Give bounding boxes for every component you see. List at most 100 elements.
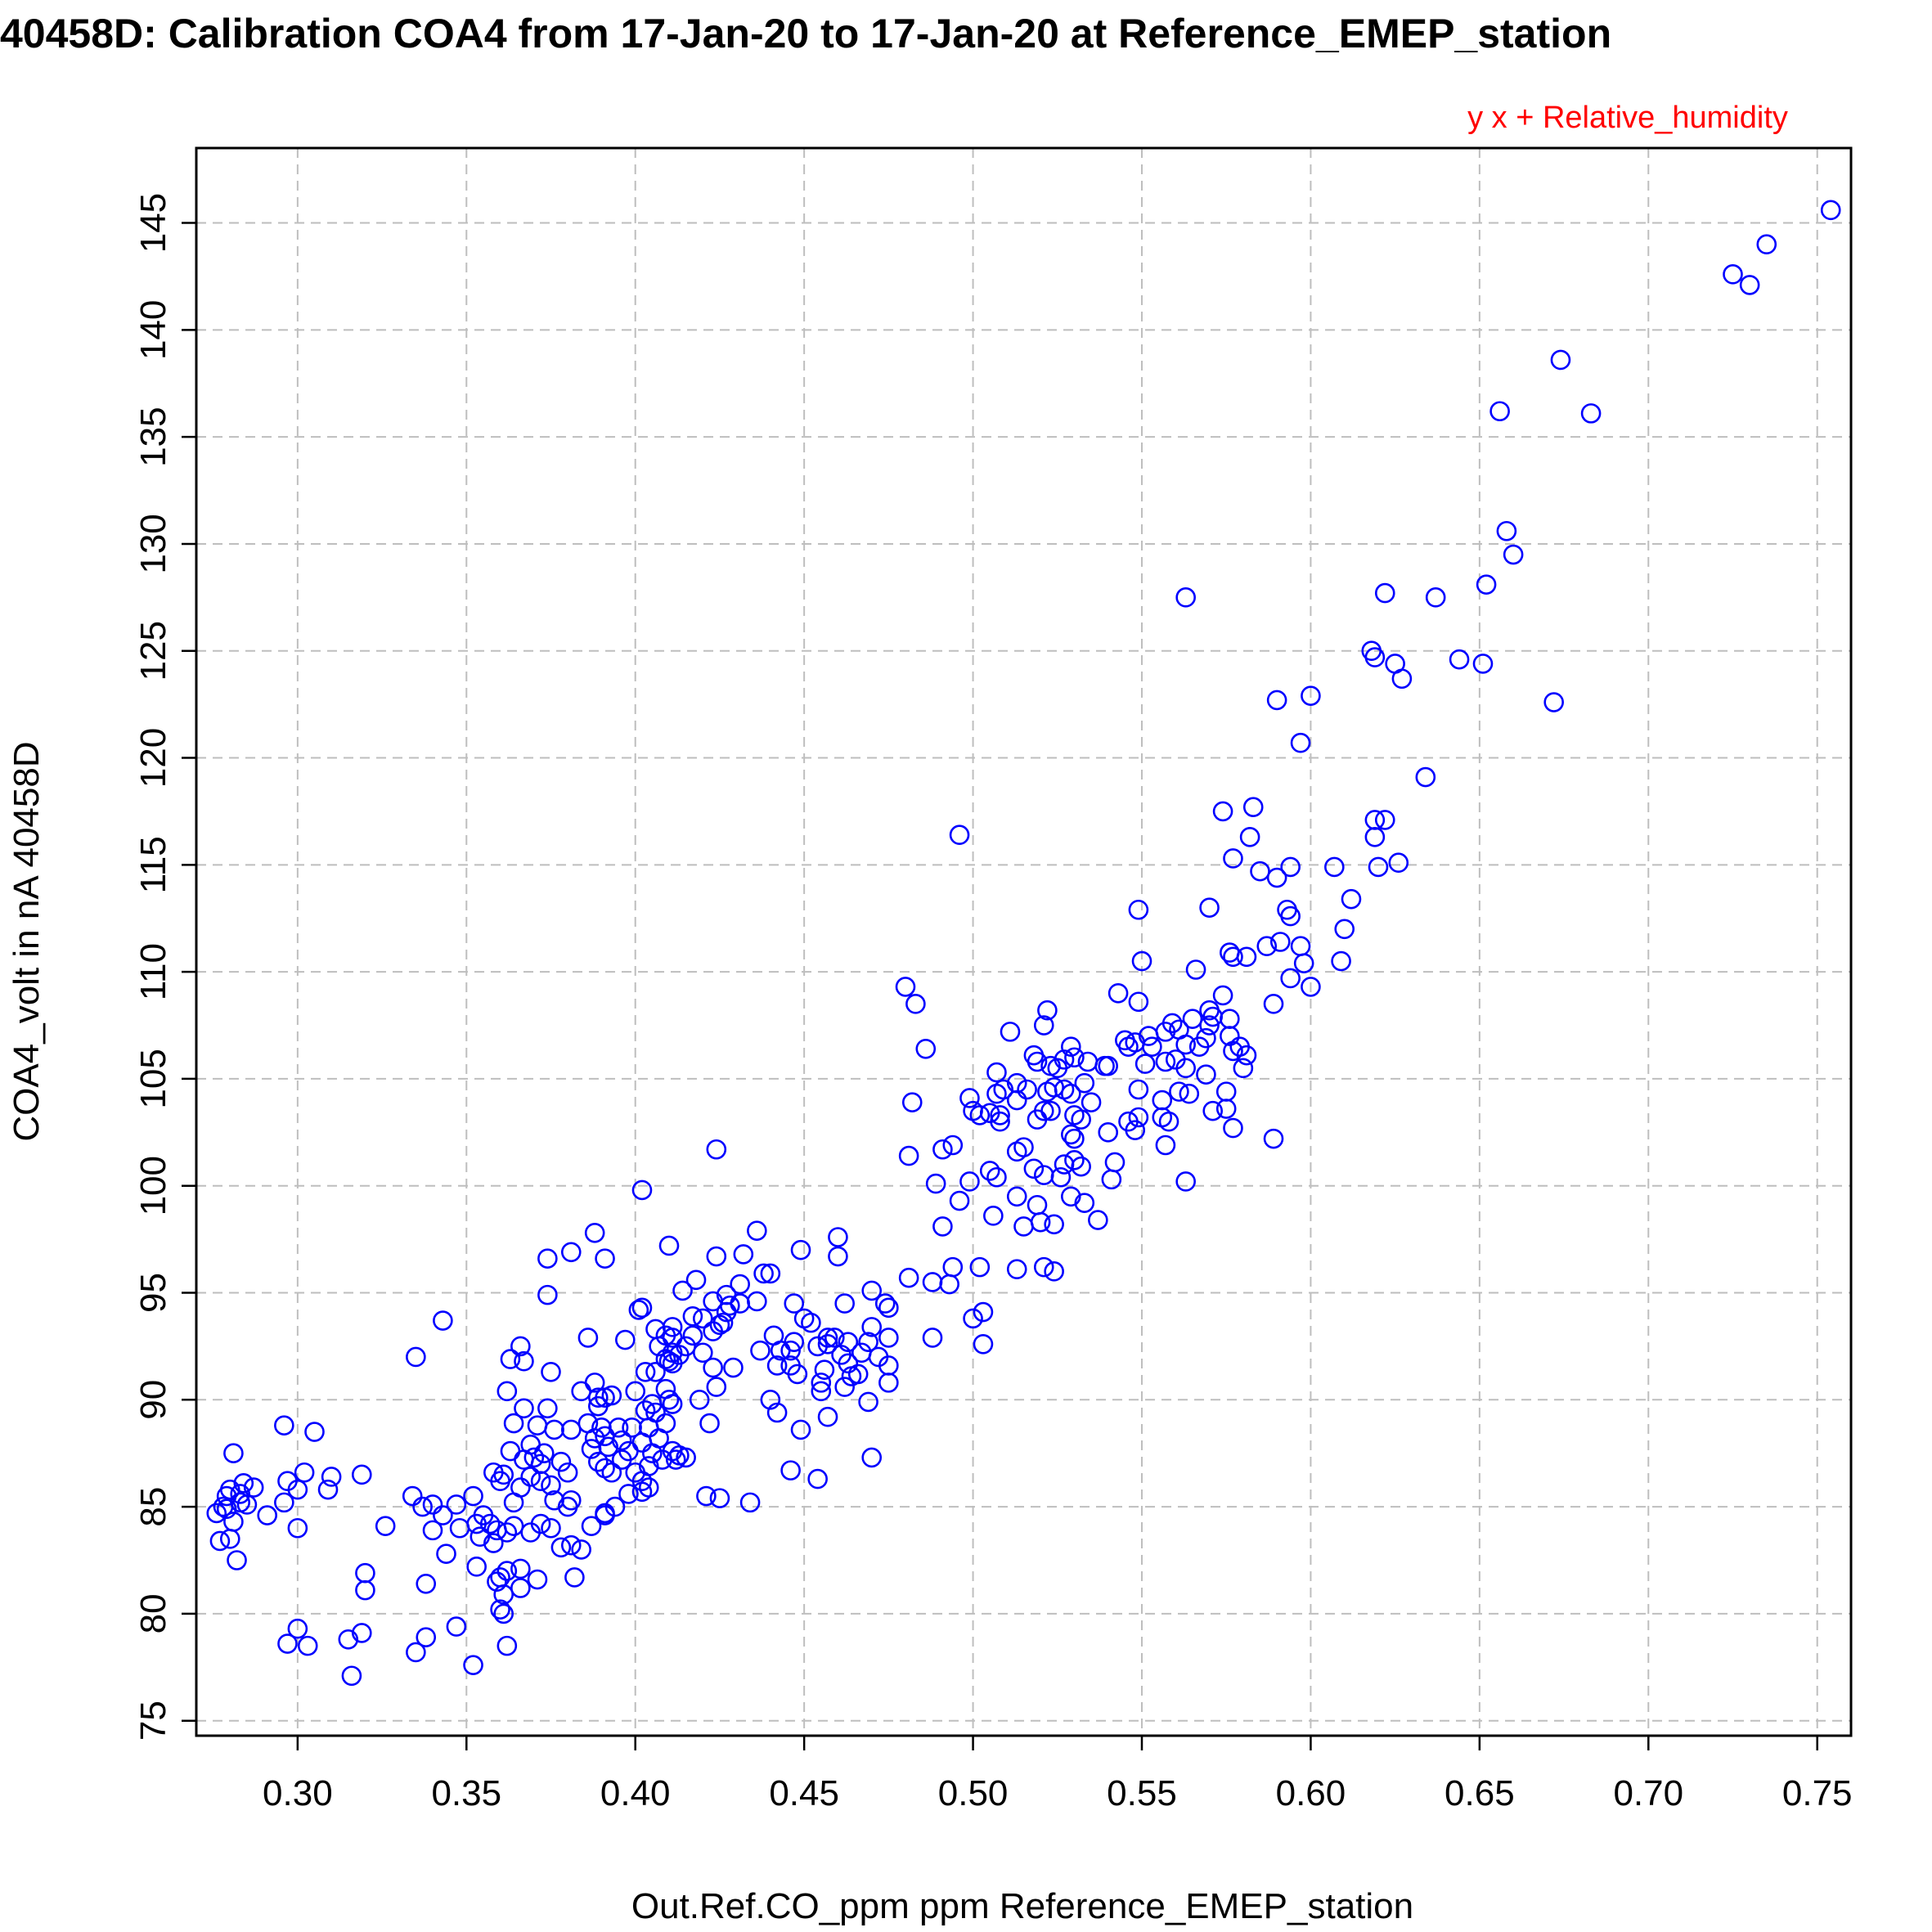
data-point [723, 1357, 744, 1378]
data-point [1108, 982, 1129, 1004]
data-point [274, 1492, 294, 1513]
data-point [1047, 1058, 1068, 1079]
data-point [861, 1317, 883, 1337]
data-point [537, 1248, 558, 1269]
data-point [1266, 690, 1287, 711]
data-point [1006, 1259, 1027, 1280]
data-point [990, 1111, 1010, 1132]
data-point [858, 1332, 878, 1352]
data-point [483, 1533, 504, 1553]
x-tick-label: 0.65 [1445, 1773, 1515, 1813]
data-point [1155, 1134, 1176, 1156]
data-point [587, 1395, 609, 1417]
y-tick-label: 130 [133, 514, 173, 573]
data-point [905, 994, 926, 1014]
data-point [1756, 234, 1777, 255]
data-point [739, 1492, 761, 1513]
data-point [1374, 810, 1395, 830]
data-point [625, 1381, 646, 1402]
data-point [824, 1328, 845, 1348]
data-point [1155, 1022, 1176, 1042]
data-point [412, 1496, 433, 1517]
data-point [1088, 1210, 1108, 1230]
data-point [1006, 1186, 1027, 1207]
data-point [649, 1336, 669, 1357]
data-point [287, 1517, 308, 1539]
data-point [533, 1443, 555, 1464]
data-point [807, 1468, 828, 1489]
x-axis: 0.30 0.35 0.40 0.45 0.50 0.55 0.60 0.65 0.70 0.75 [263, 1736, 1853, 1813]
data-point [1301, 685, 1321, 706]
data-point [747, 1220, 767, 1241]
data-point [560, 1242, 582, 1263]
data-point [942, 1256, 964, 1278]
data-point [1476, 574, 1497, 595]
data-point [665, 1449, 686, 1470]
data-point [520, 1467, 541, 1487]
data-point [631, 1471, 653, 1492]
data-point [682, 1305, 703, 1327]
data-point [750, 1340, 771, 1361]
data-point [527, 1569, 548, 1590]
data-point [692, 1308, 713, 1329]
data-point [243, 1477, 264, 1498]
data-point [963, 1308, 983, 1329]
data-point [1364, 647, 1386, 667]
data-point [631, 1179, 653, 1201]
data-point [1044, 1261, 1064, 1282]
data-point [287, 1618, 308, 1639]
data-point [223, 1443, 244, 1464]
data-point [753, 1263, 774, 1284]
x-tick-label: 0.60 [1276, 1773, 1346, 1813]
data-point [838, 1332, 859, 1352]
data-point [1199, 1015, 1220, 1036]
data-point [1064, 1128, 1085, 1149]
x-tick-label: 0.40 [600, 1773, 671, 1813]
data-point [1175, 1171, 1196, 1192]
chart-title: 40458D: Calibration COA4 from 17-Jan-20 … [0, 11, 1611, 56]
data-point [470, 1526, 491, 1548]
data-point [645, 1402, 666, 1423]
data-point [433, 1310, 453, 1331]
data-point [615, 1329, 636, 1350]
data-point [1202, 1100, 1223, 1121]
data-point [541, 1517, 561, 1539]
data-point [1098, 1055, 1119, 1076]
data-point [351, 1623, 372, 1643]
data-point [1000, 1022, 1021, 1042]
data-point [1142, 1036, 1162, 1057]
data-point [1223, 946, 1243, 968]
data-point [422, 1520, 443, 1541]
data-point [1023, 1158, 1045, 1179]
data-point [1280, 968, 1301, 989]
data-point [1061, 1083, 1081, 1104]
data-point [699, 1413, 720, 1434]
data-point [838, 1353, 859, 1374]
data-point [1134, 1054, 1156, 1074]
y-tick-label: 115 [133, 836, 173, 893]
data-point [500, 1349, 521, 1369]
data-point [1081, 1092, 1102, 1112]
data-point [1054, 1154, 1075, 1175]
data-point [898, 1267, 919, 1288]
y-tick-label: 145 [133, 193, 173, 253]
data-point [706, 1246, 727, 1267]
data-point [1236, 946, 1257, 968]
data-point [915, 1038, 937, 1059]
data-point [233, 1473, 254, 1494]
data-point [1179, 1083, 1200, 1104]
data-point [601, 1385, 622, 1406]
data-point [577, 1328, 599, 1348]
data-point [730, 1293, 751, 1314]
data-point [557, 1462, 578, 1483]
data-point [483, 1462, 504, 1483]
data-point [622, 1418, 642, 1438]
data-point [571, 1539, 591, 1560]
data-point [807, 1336, 828, 1357]
data-point [662, 1353, 683, 1374]
data-point [709, 1314, 730, 1336]
data-point [321, 1467, 342, 1487]
data-point [510, 1558, 531, 1579]
x-tick-label: 0.45 [769, 1773, 839, 1813]
